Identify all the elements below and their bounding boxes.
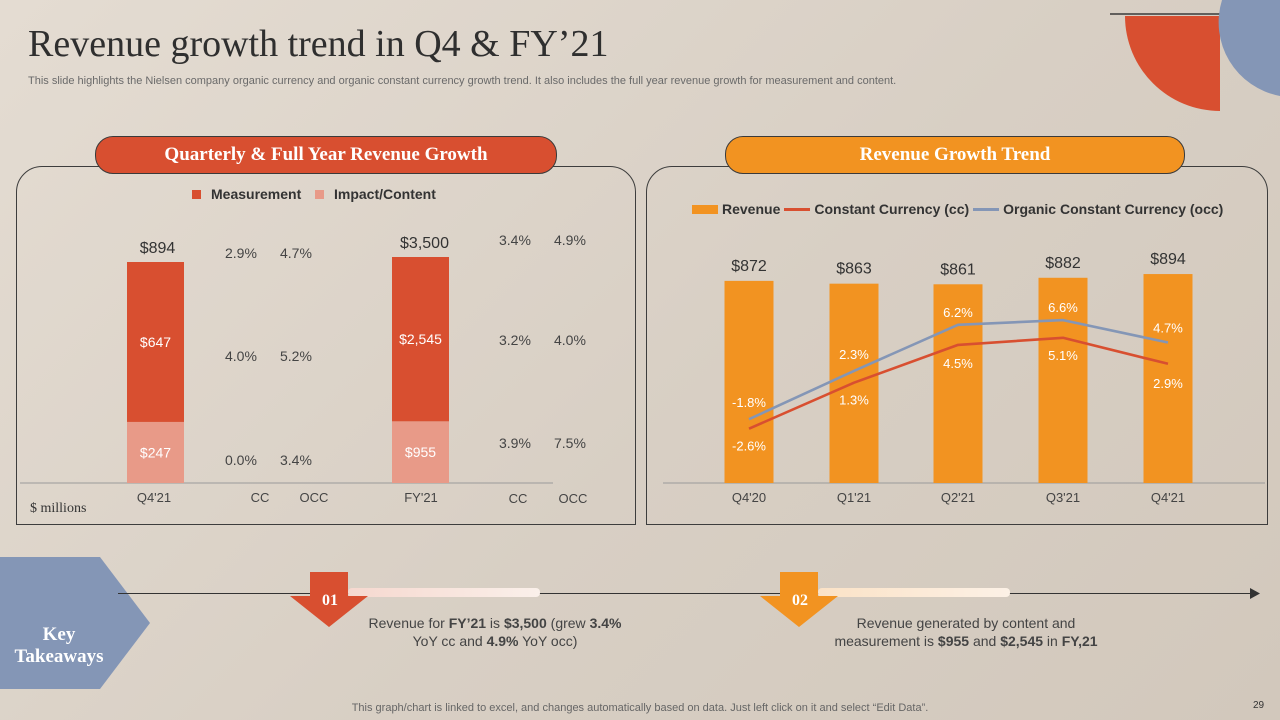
label-total-0: $894 [140,240,176,257]
cc-label-3: 5.1% [1048,348,1078,363]
legend-label-cc: Constant Currency (cc) [814,201,970,217]
cc-label-2: 4.5% [943,356,973,371]
growth-fy-cc-top: 3.4% [499,232,531,248]
legend-swatch-cc [784,207,811,211]
page-subtitle: This slide highlights the Nielsen compan… [28,75,897,87]
takeaway-2-line1: Revenue generated by content and [856,615,1076,631]
unit-label: $ millions [30,501,87,516]
bar-content-1 [392,421,449,483]
takeaway-1-line1: Revenue for FY’21 is $3,500 (grew 3.4% [368,615,622,631]
growth-fy-occ-mid: 4.0% [554,332,586,348]
label-measurement-0: $647 [140,334,171,350]
bar-measurement-1 [392,257,449,422]
takeaway-1-line2: YoY cc and 4.9% YoY occ) [412,633,578,649]
takeaway-1-bar [348,588,540,597]
key-takeaways-label: Key Takeaways [14,624,104,667]
label-content-1: $955 [405,444,436,460]
growth-q4-cc-bot: 0.0% [225,452,257,468]
growth-fy-occ-bot: 7.5% [554,435,586,451]
legend-revenue: Revenue [692,201,780,217]
stacked-bar-chart: $247 $647 $894 $955 $2,545 $3,500 Q4'21 CC OCC FY… [20,235,588,506]
x-tick-label: Q2'21 [941,490,975,505]
growth-q4-occ-bot: 3.4% [280,452,312,468]
occ-label-1: 2.3% [839,347,869,362]
legend-label-impact: Impact/Content [334,186,436,202]
takeaway-2-marker [760,572,838,627]
occ-label-4: 4.7% [1153,321,1183,336]
revenue-label-4: $894 [1150,251,1186,268]
growth-q4-cc-mid: 4.0% [225,348,257,364]
label-measurement-1: $2,545 [399,331,442,347]
growth-fy-cc-mid: 3.2% [499,332,531,348]
legend-measurement: Measurement [192,186,301,202]
revenue-label-1: $863 [836,261,872,278]
revenue-label-0: $872 [731,258,767,275]
x-tick-label: CC [251,490,270,505]
bar-measurement-0 [127,262,184,422]
legend-impact-content: Impact/Content [315,186,436,202]
revenue-label-3: $882 [1045,255,1081,272]
x-tick-label: Q4'20 [732,490,766,505]
revenue-label-2: $861 [940,261,976,278]
legend-label-measurement: Measurement [211,186,302,202]
cc-label-1: 1.3% [839,393,869,408]
takeaway-2-bar [818,588,1010,597]
label-content-0: $247 [140,444,171,460]
takeaway-1-marker [290,572,368,627]
legend-swatch-measurement [192,189,201,199]
x-tick-label: Q4'21 [1151,490,1185,505]
right-panel-heading: Revenue Growth Trend [725,136,1185,174]
growth-fy-cc-bot: 3.9% [499,435,531,451]
takeaway-2-number: 02 [792,592,808,609]
page-title: Revenue growth trend in Q4 & FY’21 [28,23,609,65]
takeaway-2-text: Revenue generated by content and measure… [808,614,1124,650]
legend-swatch-occ [973,207,1000,211]
bar-content-0 [127,421,184,483]
cc-label-0: -2.6% [732,439,766,454]
timeline-arrow-icon [1250,588,1260,599]
legend-swatch-revenue [692,204,718,214]
key-takeaways-shape [0,557,150,689]
revenue-bar-3 [1038,277,1088,483]
revenue-bar-0 [724,280,774,483]
timeline-line [118,593,1253,594]
cc-label-4: 2.9% [1153,376,1183,391]
left-panel-heading: Quarterly & Full Year Revenue Growth [95,136,557,174]
x-tick-label: FY'21 [404,490,438,505]
occ-label-3: 6.6% [1048,300,1078,315]
legend-label-revenue: Revenue [722,201,781,217]
footer-note: This graph/chart is linked to excel, and… [351,702,929,714]
occ-label-0: -1.8% [732,395,766,410]
line-cc [748,336,1169,430]
growth-q4-occ-top: 4.7% [280,245,312,261]
takeaway-2-line2: measurement is $955 and $2,545 in FY,21 [834,633,1098,649]
growth-fy-occ-top: 4.9% [554,232,586,248]
growth-q4-occ-mid: 5.2% [280,348,312,364]
x-tick-label: CC [509,491,528,506]
line-occ [748,318,1169,421]
corner-decoration [1110,0,1280,111]
page-number: 29 [1253,700,1265,711]
trend-legend: Revenue Constant Currency (cc) Organic C… [692,201,1223,217]
x-tick-label: Q1'21 [837,490,871,505]
label-total-1: $3,500 [400,235,449,252]
x-tick-label: Q4'21 [137,490,171,505]
legend-label-occ: Organic Constant Currency (occ) [1003,201,1224,217]
occ-label-2: 6.2% [943,305,973,320]
revenue-bar-2 [933,284,983,483]
x-tick-label: OCC [559,491,588,506]
legend-occ: Organic Constant Currency (occ) [973,201,1223,217]
takeaway-1-text: Revenue for FY’21 is $3,500 (grew 3.4% Y… [345,614,645,650]
legend-swatch-impact [315,189,324,199]
takeaway-1-number: 01 [322,592,338,609]
x-tick-label: Q3'21 [1046,490,1080,505]
legend-cc: Constant Currency (cc) [784,201,969,217]
x-tick-label: OCC [300,490,329,505]
revenue-trend-chart: $872 Q4'20 $863 Q1'21 $861 Q2'21 $882 Q3'21 $894… [663,251,1265,505]
revenue-bar-4 [1143,274,1193,483]
growth-q4-cc-top: 2.9% [225,245,257,261]
